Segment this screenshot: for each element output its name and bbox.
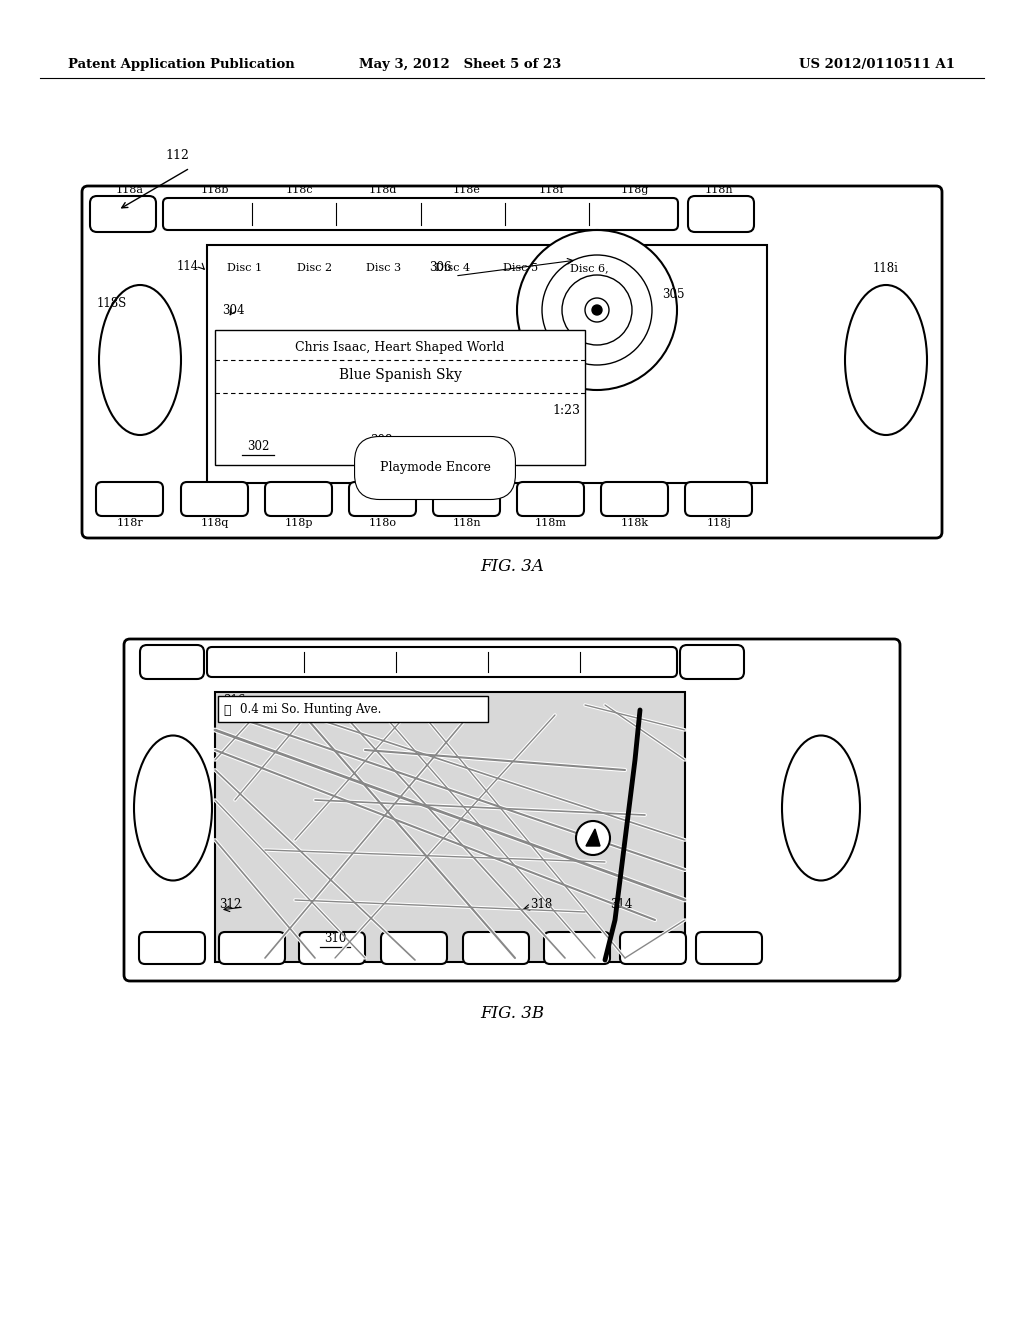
Text: 0.4 mi So. Hunting Ave.: 0.4 mi So. Hunting Ave. [240,704,381,717]
Text: 118o: 118o [369,517,397,528]
FancyBboxPatch shape [207,647,677,677]
Text: 112: 112 [165,149,188,162]
Text: Disc 1: Disc 1 [227,263,262,273]
Text: 118p: 118p [285,517,313,528]
FancyBboxPatch shape [517,482,584,516]
FancyBboxPatch shape [139,932,205,964]
Text: Chris Isaac, Heart Shaped World: Chris Isaac, Heart Shaped World [295,341,505,354]
FancyBboxPatch shape [140,645,204,678]
Text: US 2012/0110511 A1: US 2012/0110511 A1 [799,58,955,71]
Circle shape [585,298,609,322]
FancyBboxPatch shape [620,932,686,964]
Bar [215,330,585,465]
FancyBboxPatch shape [124,639,900,981]
FancyBboxPatch shape [90,195,156,232]
FancyBboxPatch shape [601,482,668,516]
Text: 316: 316 [222,693,245,706]
Text: 318: 318 [530,899,552,912]
Text: Blue Spanish Sky: Blue Spanish Sky [339,368,462,381]
Text: 118b: 118b [201,185,229,195]
Text: 118n: 118n [453,517,481,528]
Text: 305: 305 [662,289,684,301]
FancyBboxPatch shape [82,186,942,539]
Text: 114: 114 [177,260,199,273]
Text: 310: 310 [324,932,346,945]
FancyBboxPatch shape [696,932,762,964]
FancyBboxPatch shape [349,482,416,516]
FancyBboxPatch shape [219,932,285,964]
Ellipse shape [99,285,181,436]
Text: 118g: 118g [621,185,649,195]
Circle shape [592,305,602,315]
Bar [218,696,488,722]
Text: ⮳: ⮳ [223,704,230,717]
Text: 118e: 118e [453,185,481,195]
Text: 118q: 118q [201,517,229,528]
Circle shape [517,230,677,389]
FancyBboxPatch shape [96,482,163,516]
Circle shape [562,275,632,345]
Text: 118S: 118S [97,297,127,310]
Text: 118f: 118f [539,185,564,195]
Text: 118c: 118c [286,185,312,195]
Text: 1:23: 1:23 [552,404,580,417]
Text: FIG. 3B: FIG. 3B [480,1005,544,1022]
Text: 312: 312 [219,899,241,912]
Bar [215,692,685,962]
FancyBboxPatch shape [299,932,365,964]
Text: FIG. 3A: FIG. 3A [480,558,544,576]
FancyBboxPatch shape [463,932,529,964]
Circle shape [542,255,652,366]
Ellipse shape [782,735,860,880]
FancyBboxPatch shape [680,645,744,678]
Text: 314: 314 [610,899,633,912]
Text: Disc 6,: Disc 6, [569,263,608,273]
Circle shape [575,821,610,855]
FancyBboxPatch shape [433,482,500,516]
Polygon shape [586,829,600,846]
Text: 118d: 118d [369,185,397,195]
Text: 118i: 118i [873,261,899,275]
Text: 308: 308 [370,434,392,447]
Text: 114: 114 [223,705,245,718]
Text: 118a: 118a [116,185,144,195]
Ellipse shape [845,285,927,436]
Text: 304: 304 [222,304,245,317]
FancyBboxPatch shape [544,932,610,964]
Text: Disc 2: Disc 2 [297,263,333,273]
Text: Disc 4: Disc 4 [435,263,471,273]
Text: May 3, 2012   Sheet 5 of 23: May 3, 2012 Sheet 5 of 23 [358,58,561,71]
Text: 118r: 118r [117,517,143,528]
Ellipse shape [134,735,212,880]
FancyBboxPatch shape [685,482,752,516]
FancyBboxPatch shape [381,932,447,964]
FancyBboxPatch shape [688,195,754,232]
Text: 118j: 118j [707,517,731,528]
Text: Patent Application Publication: Patent Application Publication [68,58,295,71]
Text: Disc 3: Disc 3 [367,263,401,273]
Bar [207,246,767,483]
Text: Playmode Encore: Playmode Encore [380,462,490,474]
Text: 118m: 118m [535,517,567,528]
Text: 306: 306 [429,261,452,275]
FancyBboxPatch shape [163,198,678,230]
FancyBboxPatch shape [181,482,248,516]
Text: 302: 302 [247,440,269,453]
FancyBboxPatch shape [265,482,332,516]
Text: Disc 5: Disc 5 [504,263,539,273]
Text: 118k: 118k [621,517,649,528]
Text: 118h: 118h [705,185,733,195]
